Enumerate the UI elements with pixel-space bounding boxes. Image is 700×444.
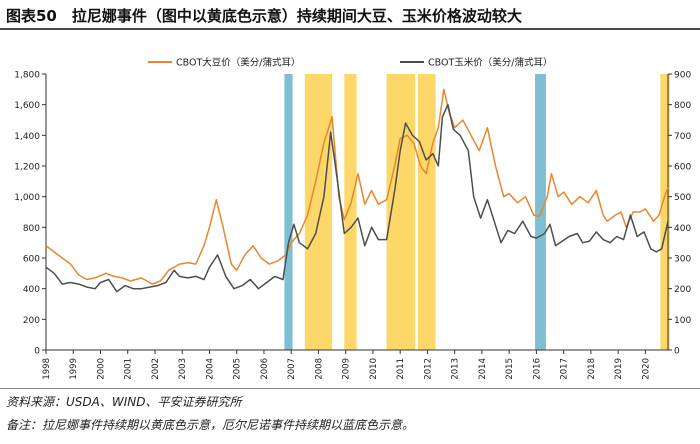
y-left-tick-label: 1,800 bbox=[14, 71, 40, 81]
x-tick-label: 2009 bbox=[342, 358, 352, 380]
x-tick-label: 2006 bbox=[260, 358, 270, 380]
y-left-tick-label: 800 bbox=[23, 224, 40, 234]
x-tick-label: 2001 bbox=[124, 358, 134, 380]
source-note: 资料来源：USDA、WIND、平安证券研究所 bbox=[6, 395, 242, 409]
legend-corn-label: CBOT玉米价（美分/蒲式耳） bbox=[428, 57, 552, 69]
x-tick-label: 1999 bbox=[69, 358, 79, 380]
chart-title: 图表50 拉尼娜事件（图中以黄底色示意）持续期间大豆、玉米价格波动较大 bbox=[6, 7, 522, 25]
x-tick-label: 1998 bbox=[42, 358, 52, 380]
y-left-tick-label: 600 bbox=[23, 255, 40, 265]
y-left-tick-label: 1,000 bbox=[14, 193, 40, 203]
x-tick-label: 2004 bbox=[205, 358, 215, 380]
y-right-tick-label: 800 bbox=[674, 101, 691, 111]
soybean-price-line bbox=[45, 88, 669, 285]
remark-note: 备注：拉尼娜事件持续期以黄底色示意，厄尔尼诺事件持续期以蓝底色示意。 bbox=[6, 418, 415, 432]
x-tick-label: 2017 bbox=[560, 358, 570, 380]
x-tick-label: 2007 bbox=[287, 358, 297, 380]
x-tick-label: 2000 bbox=[96, 358, 106, 380]
x-tick-label: 2002 bbox=[151, 358, 161, 380]
y-right-tick-label: 900 bbox=[674, 71, 691, 81]
axes: 02004006008001,0001,2001,4001,6001,80001… bbox=[14, 71, 691, 380]
x-tick-label: 2008 bbox=[314, 358, 324, 380]
x-tick-label: 2011 bbox=[396, 358, 406, 380]
y-left-tick-label: 400 bbox=[23, 285, 40, 295]
y-right-tick-label: 600 bbox=[674, 163, 691, 173]
x-tick-label: 2012 bbox=[423, 358, 433, 380]
footer-divider bbox=[0, 388, 700, 389]
series-lines bbox=[45, 88, 669, 293]
x-tick-label: 2019 bbox=[614, 358, 624, 380]
lanina-band-6 bbox=[660, 74, 670, 350]
y-left-tick-label: 0 bbox=[34, 347, 40, 357]
x-tick-label: 2014 bbox=[478, 358, 488, 380]
lanina-band-4 bbox=[417, 74, 436, 350]
y-right-tick-label: 200 bbox=[674, 285, 691, 295]
y-right-tick-label: 700 bbox=[674, 132, 691, 142]
lanina-band-1 bbox=[304, 74, 333, 350]
x-tick-label: 2013 bbox=[451, 358, 461, 380]
legend-soybean-label: CBOT大豆价（美分/蒲式耳） bbox=[176, 57, 300, 69]
x-tick-label: 2018 bbox=[587, 358, 597, 380]
lanina-band-2 bbox=[344, 74, 357, 350]
elnino-band-0 bbox=[284, 74, 293, 350]
corn-price-line bbox=[45, 103, 669, 293]
y-right-tick-label: 100 bbox=[674, 316, 691, 326]
title-bar: 图表50 拉尼娜事件（图中以黄底色示意）持续期间大豆、玉米价格波动较大 bbox=[0, 0, 700, 30]
x-tick-label: 2003 bbox=[178, 358, 188, 380]
x-tick-label: 2020 bbox=[641, 358, 651, 380]
y-right-tick-label: 300 bbox=[674, 255, 691, 265]
x-tick-label: 2005 bbox=[233, 358, 243, 380]
y-right-tick-label: 500 bbox=[674, 193, 691, 203]
x-tick-label: 2010 bbox=[369, 358, 379, 380]
legend: CBOT大豆价（美分/蒲式耳） CBOT玉米价（美分/蒲式耳） bbox=[148, 57, 552, 69]
y-left-tick-label: 1,200 bbox=[14, 163, 40, 173]
y-left-tick-label: 1,400 bbox=[14, 132, 40, 142]
y-left-tick-label: 200 bbox=[23, 316, 40, 326]
y-left-tick-label: 1,600 bbox=[14, 101, 40, 111]
y-right-tick-label: 400 bbox=[674, 224, 691, 234]
y-right-tick-label: 0 bbox=[674, 347, 680, 357]
x-tick-label: 2015 bbox=[505, 358, 515, 380]
price-chart: 02004006008001,0001,2001,4001,6001,80001… bbox=[14, 57, 691, 380]
x-tick-label: 2016 bbox=[532, 358, 542, 380]
